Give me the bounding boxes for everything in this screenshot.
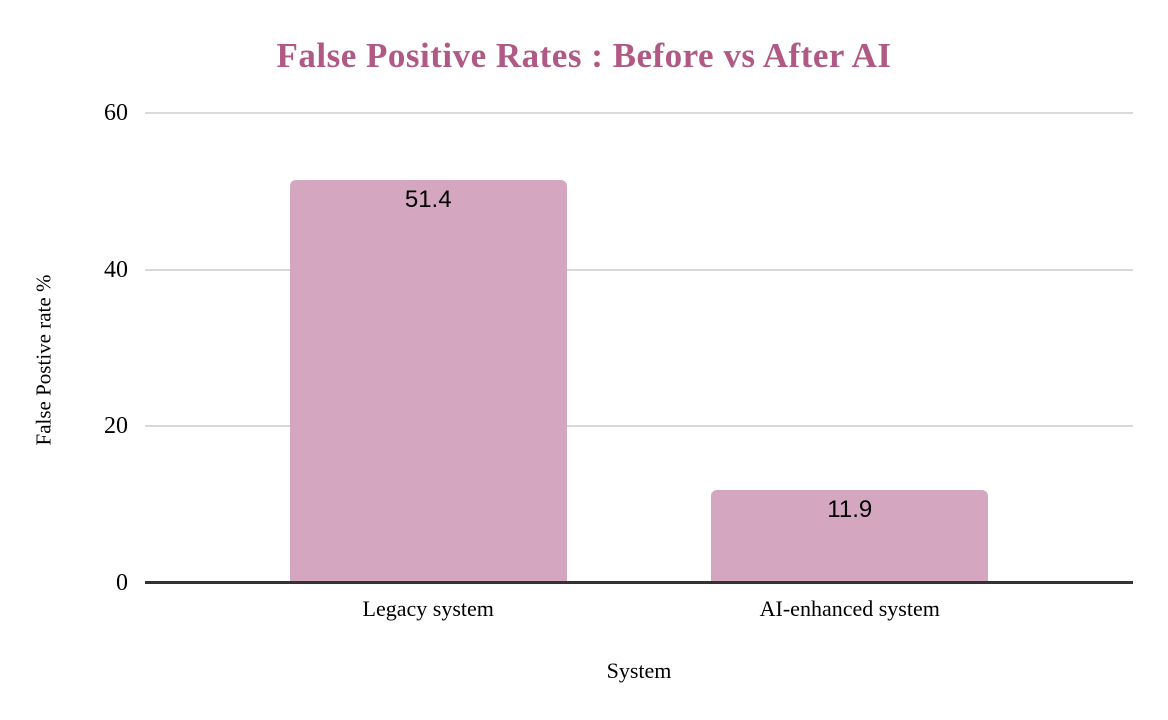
x-category-label-legacy-system: Legacy system [362,596,494,621]
bar-ai-enhanced-system: 11.9 [711,489,989,583]
y-axis-title: False Postive rate % [31,274,56,446]
gridline [145,112,1133,114]
y-tick-label: 40 [104,256,128,283]
x-axis-title: System [606,658,672,683]
chart-title: False Positive Rates : Before vs After A… [276,36,892,75]
x-category-label-ai-enhanced-system: AI-enhanced system [759,596,940,621]
plot-area: 51.4 11.9 [145,112,1133,584]
x-axis-line [145,581,1133,584]
gridlines [145,112,1133,583]
y-tick-label: 0 [116,570,128,596]
bar-value-label: 11.9 [827,495,873,523]
y-tick-label: 20 [104,413,128,440]
gridline [145,268,1133,271]
bar-value-label: 51.4 [404,186,452,214]
bars: 51.4 11.9 [145,113,1133,583]
bar-legacy-system: 51.4 [289,180,567,583]
x-category-labels: Legacy system AI-enhanced system [145,596,1133,622]
y-tick-label: 60 [104,100,128,126]
gridline [145,425,1133,428]
